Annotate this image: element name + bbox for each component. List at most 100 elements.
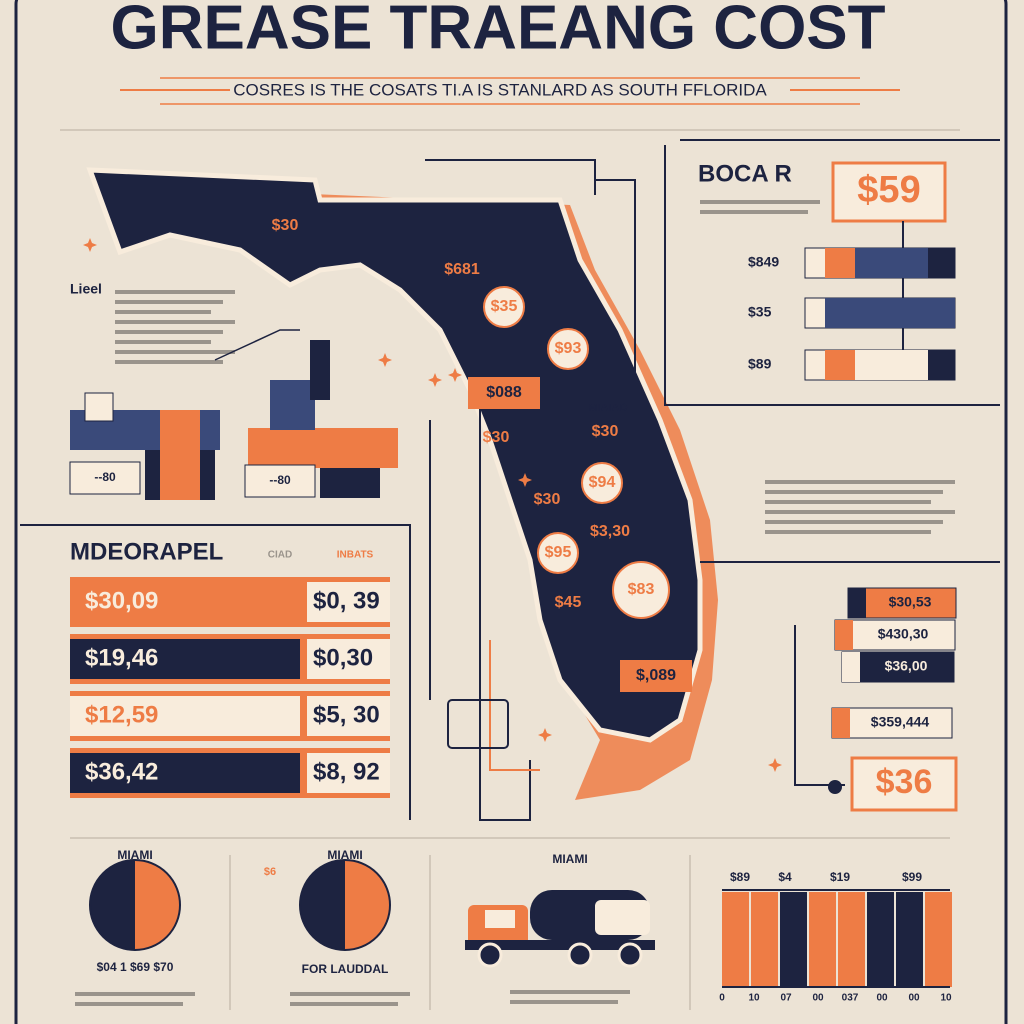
boca-price: $59 [857, 169, 920, 211]
list-item-accent [835, 620, 853, 650]
row-right [307, 753, 390, 793]
row-right [307, 639, 390, 679]
pie-caption: FOR LAUDDAL [302, 962, 389, 976]
sink [84, 392, 114, 422]
list-item-label: $30,53 [889, 594, 932, 610]
truck-window [485, 910, 515, 928]
comparison-cell: $0,30 [313, 644, 373, 671]
map-box [447, 699, 509, 749]
comparison-title: MDEORAPEL [70, 538, 223, 565]
pie-badge: $6 [264, 866, 276, 878]
filler-text [115, 290, 235, 294]
list-item-label: $36,00 [885, 658, 928, 674]
boca-bar-seg [825, 248, 855, 278]
boca-bar-label: $35 [748, 304, 772, 320]
truck-wheel [477, 942, 503, 968]
bottom-bar-axis-label: 07 [780, 993, 792, 1004]
boca-bar-seg [855, 350, 930, 380]
map-price-label: $93 [555, 340, 582, 357]
panel-frame [664, 145, 1000, 406]
bottom-bar [780, 892, 807, 987]
pie-left [90, 860, 135, 950]
counter-base [320, 468, 380, 498]
filler-text [510, 990, 630, 994]
boca-title: BOCA R [698, 160, 792, 187]
map-price-label: $35 [491, 298, 518, 315]
truck-wheel [567, 942, 593, 968]
filler-text [115, 340, 211, 344]
bottom-bar-top-label: $99 [902, 870, 922, 884]
bottom-bar-axis-label: 00 [812, 993, 824, 1004]
bottom-bar-top-label: $4 [778, 870, 792, 884]
price-circle [581, 462, 623, 504]
connector [489, 640, 540, 771]
boca-bar-label: $89 [748, 356, 772, 372]
comparison-cell: $36,42 [85, 758, 158, 785]
filler-text [115, 300, 223, 304]
filler-text [765, 510, 955, 514]
pie-right [345, 860, 390, 950]
pie-right-ring [299, 859, 391, 951]
bottom-bar [809, 892, 836, 987]
filler-text [75, 1002, 183, 1006]
kitchen-caption: --80 [94, 470, 116, 484]
price-circle [537, 532, 579, 574]
list-item [841, 651, 955, 683]
filler-text [765, 530, 931, 534]
pie-right [300, 860, 345, 950]
bottom-bar-top-label: $19 [830, 870, 850, 884]
truck-wheel [617, 942, 643, 968]
machine [310, 340, 330, 400]
machine [270, 380, 315, 430]
bottom-bar [751, 892, 778, 987]
bottom-bar-axis-label: 0 [719, 993, 725, 1004]
sparkle [83, 238, 97, 252]
boca-bar-seg [825, 298, 855, 328]
truck-chassis [465, 940, 655, 950]
map-price-label: $,089 [636, 667, 676, 684]
filler-text [765, 500, 931, 504]
total-box [850, 756, 958, 812]
filler-text [510, 1000, 618, 1004]
boca-bar-seg [928, 298, 955, 328]
sparkle [448, 368, 462, 382]
list-item [831, 707, 953, 739]
filler-text [290, 1002, 398, 1006]
map-region-label: MIAIAD [588, 402, 627, 414]
bottom-bar [896, 892, 923, 987]
map-price-label: $95 [545, 544, 572, 561]
pie-caption: $04 1 $69 $70 [97, 960, 174, 974]
bottom-bar [722, 892, 749, 987]
pie-left [135, 860, 180, 950]
comparison-cell: $30,09 [85, 587, 158, 614]
pie-title: MIAMI [117, 848, 152, 862]
pipe [160, 410, 200, 500]
total-price: $36 [876, 763, 933, 801]
counter [248, 428, 398, 468]
connector [425, 159, 596, 195]
sparkle [378, 353, 392, 367]
map-price-label: $30 [483, 429, 510, 446]
row-left [70, 753, 300, 793]
list-item-label: $430,30 [878, 626, 929, 642]
boca-bar-seg [928, 350, 955, 380]
sparkle [518, 473, 532, 487]
list-item-accent [842, 652, 860, 682]
filler-text [765, 490, 943, 494]
list-item-accent [848, 588, 866, 618]
row-right [307, 696, 390, 736]
filler-text [700, 200, 820, 204]
map-price-label: $94 [589, 474, 616, 491]
price-circle [483, 286, 525, 328]
boca-bar-seg [855, 298, 930, 328]
comparison-cell: $5, 30 [313, 701, 380, 728]
list-item-label: $359,444 [871, 714, 930, 730]
row-left [70, 696, 300, 736]
price-circle [612, 561, 670, 619]
price-tag [468, 377, 540, 409]
map-price-label: $30 [534, 491, 561, 508]
map-price-label: $088 [486, 384, 522, 401]
map-price-label: $45 [555, 594, 582, 611]
